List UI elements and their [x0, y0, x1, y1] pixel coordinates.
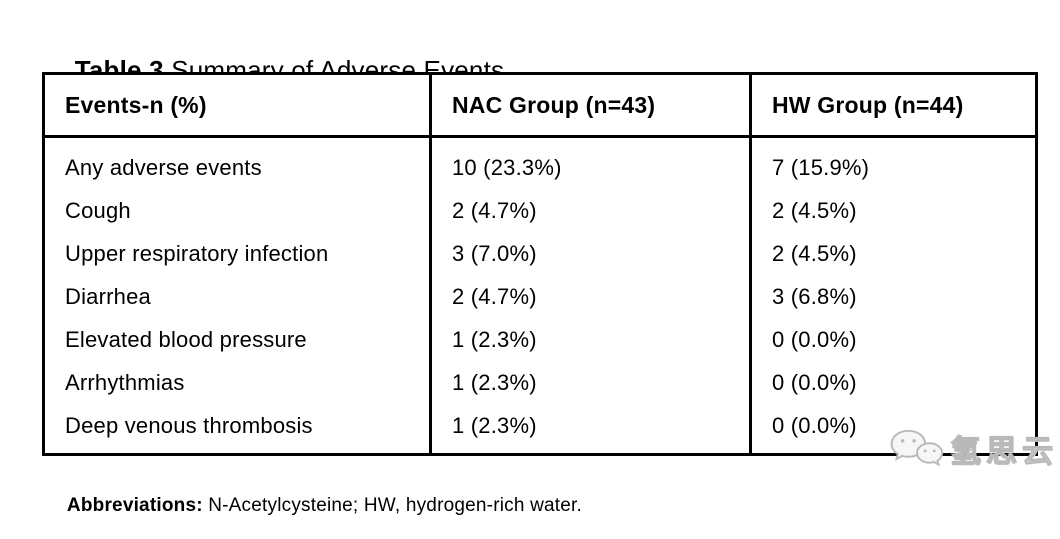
table-body: Any adverse events 10 (23.3%) 7 (15.9%) …	[45, 138, 1035, 453]
table-row: Deep venous thrombosis 1 (2.3%) 0 (0.0%)	[45, 404, 1035, 447]
nac-value-cell: 2 (4.7%)	[452, 283, 537, 309]
column-divider-1	[429, 75, 432, 453]
header-hw-group: HW Group (n=44)	[772, 91, 964, 118]
event-cell: Upper respiratory infection	[65, 240, 329, 266]
table-row: Diarrhea 2 (4.7%) 3 (6.8%)	[45, 275, 1035, 318]
column-divider-2	[749, 75, 752, 453]
abbreviations-footnote: Abbreviations: N-Acetylcysteine; HW, hyd…	[45, 473, 582, 539]
hw-value-cell: 3 (6.8%)	[772, 283, 857, 309]
table-header-row: Events-n (%) NAC Group (n=43) HW Group (…	[45, 75, 1035, 138]
table-row: Arrhythmias 1 (2.3%) 0 (0.0%)	[45, 361, 1035, 404]
table-row: Elevated blood pressure 1 (2.3%) 0 (0.0%…	[45, 318, 1035, 361]
abbreviations-text: N-Acetylcysteine; HW, hydrogen-rich wate…	[202, 495, 582, 516]
nac-value-cell: 3 (7.0%)	[452, 240, 537, 266]
adverse-events-table: Events-n (%) NAC Group (n=43) HW Group (…	[42, 72, 1038, 456]
watermark-text: 氢思云	[949, 434, 1058, 469]
header-nac-group: NAC Group (n=43)	[452, 91, 656, 118]
nac-value-cell: 1 (2.3%)	[452, 326, 537, 352]
page: Table 3 Summary of Adverse Events Events…	[42, 55, 1058, 516]
nac-value-cell: 2 (4.7%)	[452, 197, 537, 223]
event-cell: Cough	[65, 197, 131, 223]
hw-value-cell: 0 (0.0%)	[772, 369, 857, 395]
hw-value-cell: 0 (0.0%)	[772, 326, 857, 352]
table-row: Any adverse events 10 (23.3%) 7 (15.9%)	[45, 146, 1035, 189]
wechat-icon	[888, 426, 946, 477]
event-cell: Diarrhea	[65, 283, 151, 309]
hw-value-cell: 2 (4.5%)	[772, 240, 857, 266]
hw-value-cell: 2 (4.5%)	[772, 197, 857, 223]
event-cell: Arrhythmias	[65, 369, 185, 395]
header-events: Events-n (%)	[65, 91, 207, 118]
hw-value-cell: 7 (15.9%)	[772, 154, 870, 180]
table-row: Upper respiratory infection 3 (7.0%) 2 (…	[45, 232, 1035, 275]
abbreviations-label: Abbreviations:	[66, 495, 203, 516]
event-cell: Deep venous thrombosis	[65, 412, 313, 438]
event-cell: Elevated blood pressure	[65, 326, 307, 352]
nac-value-cell: 10 (23.3%)	[452, 154, 562, 180]
nac-value-cell: 1 (2.3%)	[452, 369, 537, 395]
hw-value-cell: 0 (0.0%)	[772, 412, 857, 438]
nac-value-cell: 1 (2.3%)	[452, 412, 537, 438]
table-row: Cough 2 (4.7%) 2 (4.5%)	[45, 189, 1035, 232]
event-cell: Any adverse events	[65, 154, 262, 180]
watermark: 氢思云	[888, 426, 1058, 477]
